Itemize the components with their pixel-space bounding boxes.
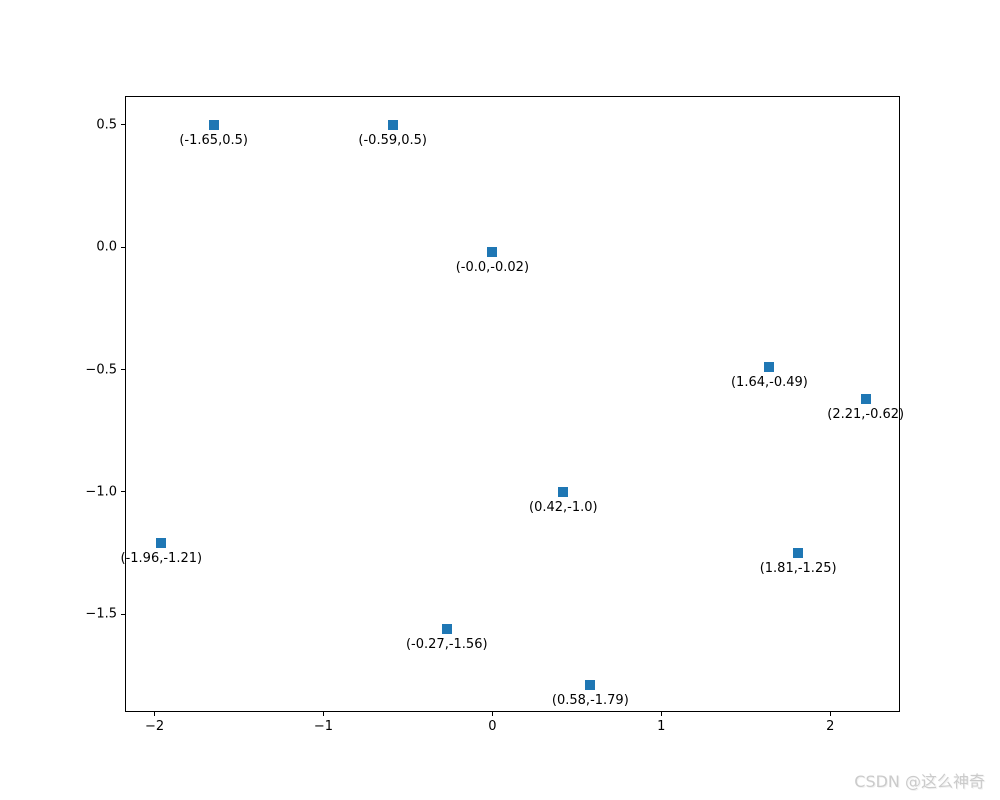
scatter-point	[793, 548, 804, 558]
scatter-point	[487, 247, 498, 258]
y-axis-tick	[121, 369, 126, 371]
scatter-point-label: (-1.96,-1.21)	[120, 551, 203, 567]
scatter-point	[156, 538, 167, 549]
x-axis-tick	[829, 711, 831, 716]
x-axis-tick-label: 1	[657, 719, 666, 734]
scatter-point-label: (-1.65,0.5)	[179, 132, 248, 148]
y-axis-tick	[121, 124, 126, 126]
y-axis-tick	[121, 246, 126, 248]
scatter-point-label: (1.81,-1.25)	[759, 561, 837, 576]
plot-area: −2 −1 0 1 2 0.5 0.0 −0.5 −1.0 −1.5 (-1.65,0.5) (-0.…	[85, 96, 904, 734]
x-axis-tick-label: 2	[826, 719, 835, 734]
x-axis-tick	[660, 711, 662, 716]
x-axis-tick-label: 0	[488, 719, 497, 734]
y-axis-tick-label: 0.5	[96, 117, 117, 133]
scatter-point-label: (2.21,-0.62)	[827, 406, 905, 422]
scatter-point	[441, 623, 452, 634]
scatter-point-label: (0.58,-1.79)	[551, 693, 629, 709]
y-axis-tick-label: 0.0	[96, 239, 117, 255]
x-axis-tick-label: −2	[144, 719, 165, 734]
scatter-point-label: (-0.0,-0.02)	[455, 260, 530, 276]
scatter-point-label: (1.64,-0.49)	[730, 375, 808, 391]
scatter-point	[558, 486, 569, 497]
x-axis-tick	[491, 711, 493, 716]
y-axis-tick	[121, 491, 126, 493]
scatter-point	[860, 393, 871, 404]
scatter-point	[585, 680, 596, 691]
scatter-point-label: (-0.27,-1.56)	[405, 636, 488, 652]
y-axis-tick	[121, 613, 126, 615]
y-axis-tick-label: −1.5	[85, 606, 117, 622]
y-axis-tick-label: −1.0	[85, 484, 117, 500]
x-axis-tick-label: −1	[313, 719, 334, 734]
x-axis-tick	[154, 711, 156, 716]
scatter-point	[208, 119, 219, 130]
scatter-point-label: (0.42,-1.0)	[529, 499, 598, 515]
scatter-point	[387, 119, 398, 130]
y-axis-tick-label: −0.5	[85, 362, 117, 378]
scatter-point-label: (-0.59,0.5)	[358, 132, 428, 148]
scatter-point	[764, 362, 775, 373]
watermark: CSDN @这么神奇	[854, 772, 985, 791]
x-axis-tick	[322, 711, 324, 716]
